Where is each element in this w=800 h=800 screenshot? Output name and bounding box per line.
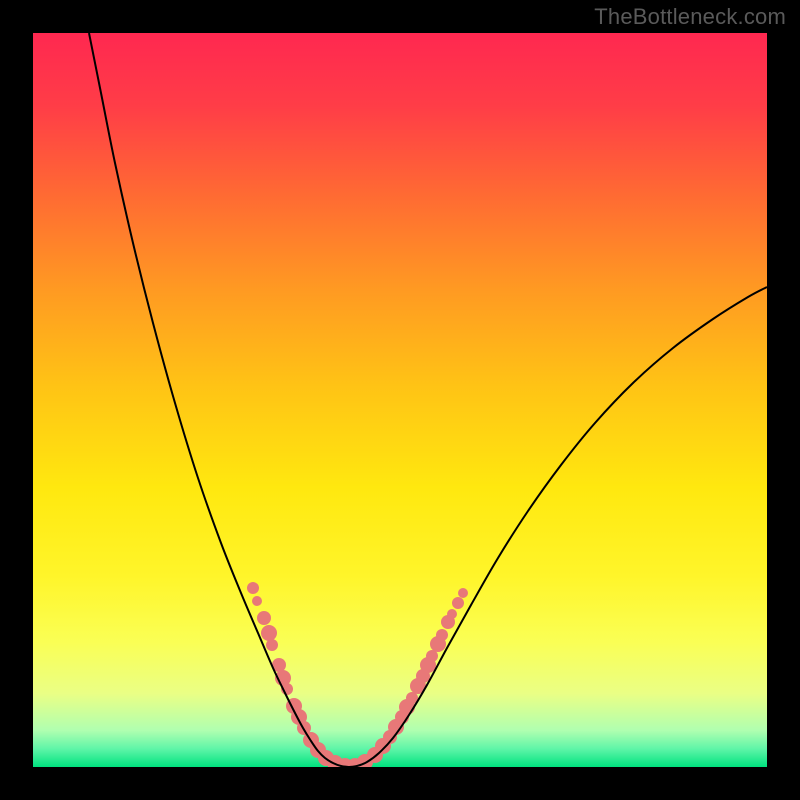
chart-frame: TheBottleneck.com (0, 0, 800, 800)
scatter-point (452, 597, 464, 609)
chart-curves (33, 33, 767, 767)
scatter-point (426, 650, 438, 662)
bottleneck-curve-left (89, 33, 349, 767)
scatter-point (247, 582, 259, 594)
scatter-point (458, 588, 468, 598)
scatter-point (447, 609, 457, 619)
scatter-point (436, 629, 448, 641)
scatter-point (261, 625, 277, 641)
scatter-point (257, 611, 271, 625)
scatter-point (252, 596, 262, 606)
scatter-point (266, 639, 278, 651)
scatter-points (247, 582, 468, 767)
plot-area (33, 33, 767, 767)
watermark-text: TheBottleneck.com (594, 4, 786, 30)
